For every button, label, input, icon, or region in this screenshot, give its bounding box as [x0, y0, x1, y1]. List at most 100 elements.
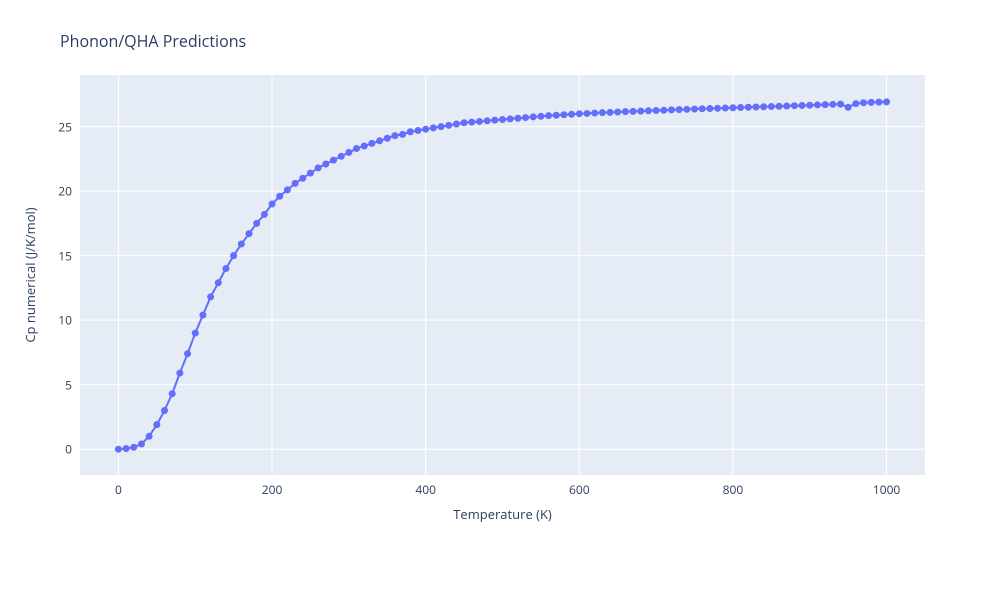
data-marker[interactable] [207, 293, 214, 300]
data-marker[interactable] [691, 106, 698, 113]
data-marker[interactable] [714, 105, 721, 112]
data-marker[interactable] [438, 123, 445, 130]
data-marker[interactable] [368, 140, 375, 147]
data-marker[interactable] [645, 107, 652, 114]
data-marker[interactable] [760, 103, 767, 110]
plot-area[interactable] [80, 75, 925, 475]
data-marker[interactable] [507, 115, 514, 122]
data-marker[interactable] [376, 137, 383, 144]
data-marker[interactable] [514, 115, 521, 122]
data-marker[interactable] [722, 105, 729, 112]
data-marker[interactable] [315, 164, 322, 171]
data-marker[interactable] [115, 446, 122, 453]
data-marker[interactable] [138, 441, 145, 448]
data-marker[interactable] [445, 122, 452, 129]
data-marker[interactable] [461, 119, 468, 126]
data-marker[interactable] [829, 101, 836, 108]
data-marker[interactable] [660, 107, 667, 114]
data-marker[interactable] [576, 110, 583, 117]
data-marker[interactable] [584, 110, 591, 117]
data-marker[interactable] [868, 99, 875, 106]
data-marker[interactable] [284, 186, 291, 193]
data-marker[interactable] [883, 98, 890, 105]
data-marker[interactable] [322, 161, 329, 168]
data-marker[interactable] [192, 330, 199, 337]
data-marker[interactable] [599, 109, 606, 116]
data-marker[interactable] [130, 444, 137, 451]
data-marker[interactable] [637, 108, 644, 115]
data-marker[interactable] [476, 118, 483, 125]
data-marker[interactable] [384, 135, 391, 142]
data-marker[interactable] [491, 117, 498, 124]
data-marker[interactable] [706, 105, 713, 112]
data-marker[interactable] [253, 220, 260, 227]
data-marker[interactable] [215, 279, 222, 286]
data-marker[interactable] [422, 126, 429, 133]
data-marker[interactable] [299, 175, 306, 182]
data-marker[interactable] [338, 153, 345, 160]
data-marker[interactable] [261, 211, 268, 218]
data-marker[interactable] [530, 113, 537, 120]
data-marker[interactable] [230, 252, 237, 259]
data-marker[interactable] [146, 433, 153, 440]
data-marker[interactable] [591, 110, 598, 117]
data-marker[interactable] [453, 121, 460, 128]
data-marker[interactable] [307, 170, 314, 177]
data-marker[interactable] [683, 106, 690, 113]
data-marker[interactable] [791, 102, 798, 109]
data-marker[interactable] [845, 104, 852, 111]
data-marker[interactable] [353, 145, 360, 152]
data-marker[interactable] [153, 421, 160, 428]
data-marker[interactable] [430, 124, 437, 131]
data-marker[interactable] [545, 112, 552, 119]
data-marker[interactable] [860, 99, 867, 106]
data-marker[interactable] [537, 113, 544, 120]
data-marker[interactable] [222, 265, 229, 272]
data-marker[interactable] [630, 108, 637, 115]
data-marker[interactable] [484, 117, 491, 124]
data-marker[interactable] [745, 104, 752, 111]
data-marker[interactable] [184, 350, 191, 357]
data-marker[interactable] [176, 370, 183, 377]
data-marker[interactable] [399, 131, 406, 138]
data-marker[interactable] [269, 201, 276, 208]
data-marker[interactable] [246, 230, 253, 237]
data-marker[interactable] [783, 102, 790, 109]
data-marker[interactable] [607, 109, 614, 116]
data-marker[interactable] [676, 106, 683, 113]
data-marker[interactable] [806, 102, 813, 109]
data-marker[interactable] [814, 101, 821, 108]
data-marker[interactable] [668, 106, 675, 113]
data-marker[interactable] [276, 193, 283, 200]
data-marker[interactable] [199, 312, 206, 319]
data-marker[interactable] [499, 116, 506, 123]
data-marker[interactable] [568, 111, 575, 118]
data-marker[interactable] [345, 149, 352, 156]
data-marker[interactable] [522, 114, 529, 121]
data-marker[interactable] [699, 105, 706, 112]
data-marker[interactable] [415, 127, 422, 134]
data-marker[interactable] [776, 103, 783, 110]
data-marker[interactable] [468, 119, 475, 126]
data-marker[interactable] [361, 142, 368, 149]
data-marker[interactable] [852, 100, 859, 107]
data-marker[interactable] [799, 102, 806, 109]
data-marker[interactable] [553, 112, 560, 119]
data-marker[interactable] [292, 180, 299, 187]
data-marker[interactable] [622, 108, 629, 115]
data-marker[interactable] [238, 241, 245, 248]
data-marker[interactable] [768, 103, 775, 110]
data-marker[interactable] [653, 107, 660, 114]
data-marker[interactable] [560, 111, 567, 118]
data-marker[interactable] [875, 99, 882, 106]
data-marker[interactable] [729, 104, 736, 111]
data-marker[interactable] [614, 109, 621, 116]
data-marker[interactable] [330, 157, 337, 164]
data-marker[interactable] [737, 104, 744, 111]
data-marker[interactable] [161, 407, 168, 414]
data-marker[interactable] [123, 445, 130, 452]
data-marker[interactable] [391, 132, 398, 139]
data-marker[interactable] [837, 101, 844, 108]
data-marker[interactable] [753, 104, 760, 111]
data-marker[interactable] [822, 101, 829, 108]
